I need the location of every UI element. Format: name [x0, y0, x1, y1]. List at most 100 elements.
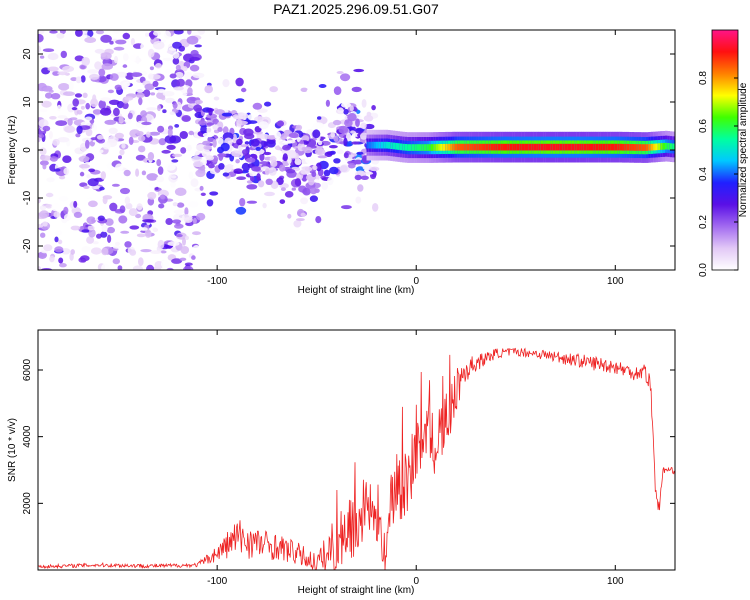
spectrogram-cell	[276, 177, 284, 186]
spectrogram-cell	[156, 159, 162, 167]
spectrogram-cell	[180, 147, 187, 154]
spectrogram-cell	[187, 30, 192, 35]
snr-ticks: -100 0 100 2000 4000 6000	[22, 330, 675, 587]
spectrogram-cell	[218, 163, 225, 170]
spectrogram-cell	[199, 185, 204, 191]
spectrogram-cell	[146, 107, 158, 111]
spectrogram-ridge-cell	[648, 144, 651, 151]
spectrogram-cell	[79, 163, 90, 169]
spectrogram-cell	[73, 200, 78, 208]
spectrogram-ridge-cell	[645, 144, 649, 151]
spectrogram-cell	[166, 144, 176, 150]
spectrogram-cell	[351, 86, 362, 93]
spectrogram-cell	[86, 216, 96, 225]
spectrogram-cell	[113, 56, 119, 64]
spectrogram-cell	[336, 149, 344, 155]
spectrogram-cell	[96, 135, 104, 140]
spectrogram-cell	[175, 71, 184, 78]
spectrogram-cell	[246, 200, 258, 204]
spectrogram-cell	[173, 86, 184, 91]
spectrogram-cell	[262, 202, 267, 209]
spectrogram-ridge-cell	[672, 143, 675, 151]
spectrogram-ridge-cell	[629, 144, 632, 151]
spectrogram-ridge-cell	[669, 143, 673, 150]
spectrogram-cell	[206, 122, 214, 126]
spectrogram-cell	[362, 164, 372, 171]
spectrogram-cell	[346, 132, 352, 142]
spectrogram-cell	[79, 171, 85, 177]
spectrogram-cell	[360, 132, 368, 140]
spectrogram-cell	[120, 187, 130, 195]
snr-xlabel: Height of straight line (km)	[298, 585, 415, 596]
spectrogram-ridge-cell	[617, 143, 620, 151]
spectrogram-cell	[156, 104, 162, 112]
spectrogram-cell	[287, 213, 292, 219]
spectrogram-cell	[317, 155, 328, 159]
spectrogram-cell	[152, 80, 159, 87]
spectrogram-cell	[100, 171, 107, 180]
spectrogram-ridge-cell	[583, 143, 587, 151]
spectrogram-ridge-cell	[619, 143, 623, 151]
spectrogram-cell	[94, 48, 105, 54]
spectrogram-cell	[47, 66, 59, 72]
spectrogram-cell	[56, 32, 65, 39]
spectrogram-cell	[314, 179, 320, 183]
spectrogram-cell	[122, 102, 129, 110]
spectrogram-cell	[38, 251, 47, 259]
spectrogram-cell	[155, 63, 162, 69]
spectrogram-cell	[172, 219, 182, 224]
spectrogram-cell	[246, 120, 258, 124]
spectrogram-cell	[172, 57, 180, 65]
spectrogram-cell	[205, 155, 215, 161]
spectrogram-ridge-cell	[433, 144, 436, 151]
spectrogram-cell	[336, 71, 344, 74]
spectrogram-cell	[97, 215, 105, 222]
spectrogram-cell	[162, 109, 167, 114]
spectrogram-cell	[150, 250, 162, 255]
spectrogram-cell	[122, 64, 128, 68]
spectrogram-cell	[121, 82, 128, 91]
spectrogram-ridge-cell	[478, 143, 482, 151]
spectrogram-cell	[364, 123, 375, 130]
spectrogram-cell	[269, 86, 279, 93]
spectrogram-cell	[176, 234, 183, 238]
spectrogram-cell	[128, 136, 134, 145]
spectrogram-cell	[102, 142, 111, 150]
spectrogram-cell	[312, 129, 321, 139]
snr-ylabel: SNR (10 * v/v)	[7, 418, 18, 482]
spectrogram-ridge-cell	[445, 143, 448, 151]
spectrogram-cell	[124, 96, 134, 101]
spectrogram-cell	[63, 206, 69, 215]
spectrogram-cell	[204, 85, 213, 94]
spectrogram-cell	[243, 128, 254, 137]
spectrogram-cell	[119, 149, 125, 156]
spectrogram-cell	[90, 98, 98, 108]
spectrogram-ridge-cell	[462, 143, 465, 151]
snr-series-line	[38, 347, 675, 570]
spectrogram-cell	[50, 93, 61, 100]
spectrogram-ridge-cell	[426, 144, 429, 151]
spectrogram-cell	[80, 105, 85, 110]
spectrogram-ridge-cell	[600, 143, 604, 151]
spectrogram-cell	[72, 98, 79, 107]
spectrogram-cell	[208, 164, 215, 169]
spectrogram-cell	[102, 196, 108, 205]
spectrogram-ridge-cell	[378, 141, 381, 149]
spectrogram-cell	[143, 89, 151, 97]
spectrogram-ridge-cell	[507, 143, 510, 151]
spectrogram-cell	[363, 115, 374, 122]
spectrogram-cell	[184, 207, 189, 216]
spectrogram-cell	[135, 55, 140, 65]
spectrogram-cell	[114, 84, 123, 91]
spectrogram-ridge-cell	[548, 143, 551, 151]
spectrogram-cell	[366, 111, 372, 117]
spectrogram-cell	[43, 244, 53, 252]
spectrogram-cell	[55, 120, 68, 126]
spectrogram-cell	[172, 41, 182, 49]
spectrogram-cell	[250, 138, 260, 147]
spectrogram-ridge-cell	[540, 143, 544, 151]
spectrogram-ridge-cell	[397, 143, 401, 150]
spectrogram-cell	[296, 218, 305, 222]
spectrogram-cell	[165, 69, 171, 74]
spectrogram-cell	[118, 115, 124, 124]
